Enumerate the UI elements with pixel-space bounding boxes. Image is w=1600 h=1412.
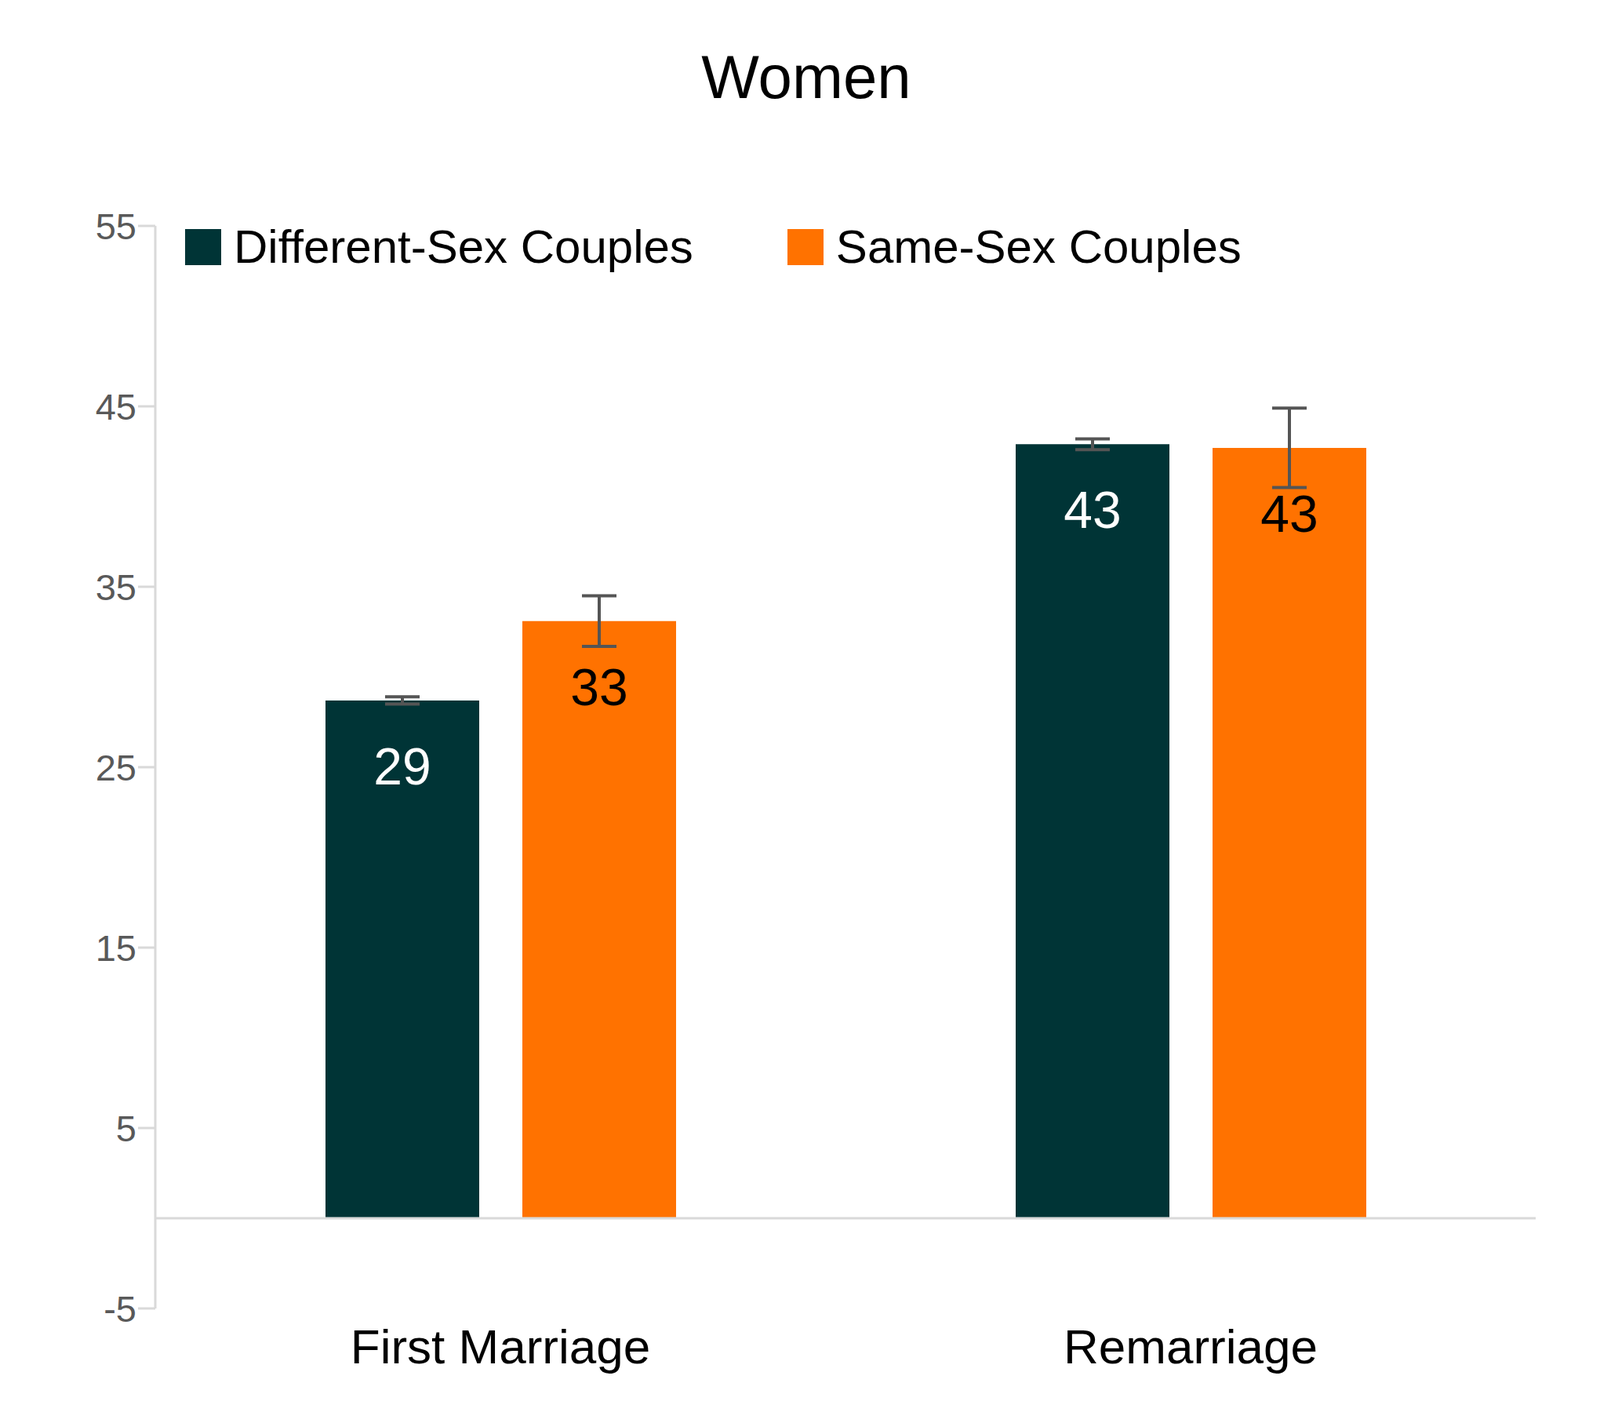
svg-text:43: 43 [1260, 484, 1318, 543]
svg-text:Remarriage: Remarriage [1063, 1319, 1318, 1374]
svg-text:-5: -5 [103, 1287, 137, 1330]
svg-text:29: 29 [373, 737, 431, 796]
svg-text:43: 43 [1063, 480, 1121, 539]
svg-text:35: 35 [95, 566, 137, 608]
svg-text:25: 25 [95, 746, 137, 789]
html-text:Different-Sex Couples: Different-Sex Couples [233, 220, 694, 273]
svg-text:55: 55 [95, 205, 137, 248]
svg-text:33: 33 [570, 658, 628, 717]
svg-text:First Marriage: First Marriage [350, 1319, 651, 1374]
svg-text:45: 45 [95, 385, 137, 428]
svg-text:5: 5 [116, 1107, 137, 1150]
html-text:Same-Sex Couples: Same-Sex Couples [836, 220, 1242, 273]
html-text:Women: Women [701, 41, 912, 111]
svg-text:15: 15 [95, 927, 137, 969]
